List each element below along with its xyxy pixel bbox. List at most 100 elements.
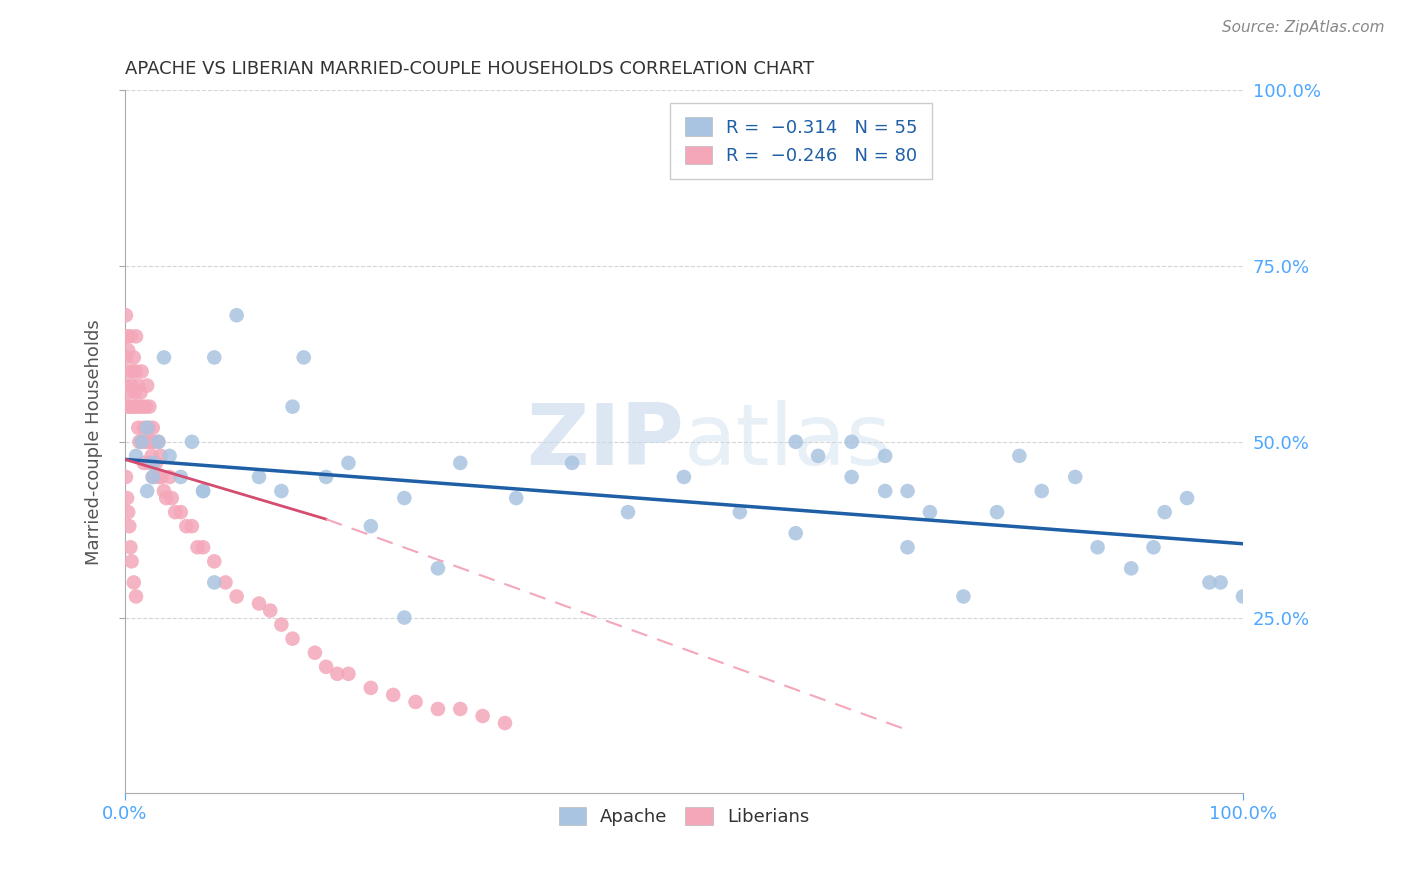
Point (315, 470, 337, 484)
Point (115, 470, 138, 484)
Point (896, 541, 918, 555)
Point (129, 385, 152, 400)
Point (225, 308, 247, 322)
Point (115, 378, 138, 392)
Point (115, 351, 138, 365)
Point (785, 434, 807, 449)
Point (360, 519, 382, 533)
Y-axis label: Married-couple Households: Married-couple Households (86, 319, 103, 565)
Point (986, 505, 1008, 519)
Point (1232, 590, 1254, 604)
Point (360, 681, 382, 695)
Point (202, 554, 225, 568)
Point (202, 351, 225, 365)
Point (115, 491, 138, 505)
Point (127, 378, 149, 392)
Point (138, 400, 160, 414)
Point (191, 541, 214, 555)
Point (134, 434, 156, 449)
Point (149, 449, 172, 463)
Point (142, 421, 165, 435)
Point (896, 483, 918, 498)
Point (247, 597, 270, 611)
Point (180, 434, 202, 449)
Point (281, 400, 304, 414)
Point (841, 434, 863, 449)
Point (875, 483, 897, 498)
Legend: Apache, Liberians: Apache, Liberians (551, 800, 817, 833)
Point (136, 434, 159, 449)
Point (807, 449, 830, 463)
Point (191, 483, 214, 498)
Point (131, 434, 153, 449)
Point (127, 421, 149, 435)
Point (1121, 561, 1143, 575)
Point (121, 554, 143, 568)
Point (176, 519, 198, 533)
Point (155, 491, 177, 505)
Point (405, 695, 427, 709)
Point (304, 646, 326, 660)
Point (125, 329, 148, 343)
Point (1153, 505, 1175, 519)
Point (918, 505, 941, 519)
Text: ZIP: ZIP (526, 401, 683, 483)
Point (117, 385, 139, 400)
Point (214, 575, 236, 590)
Point (153, 483, 176, 498)
Point (1064, 470, 1087, 484)
Point (115, 329, 138, 343)
Point (142, 434, 165, 449)
Point (672, 470, 695, 484)
Point (138, 456, 160, 470)
Point (136, 378, 159, 392)
Point (142, 470, 165, 484)
Point (136, 421, 159, 435)
Point (426, 702, 449, 716)
Point (394, 610, 416, 624)
Point (142, 470, 165, 484)
Point (135, 400, 157, 414)
Point (180, 519, 202, 533)
Point (1142, 541, 1164, 555)
Point (617, 505, 640, 519)
Point (270, 483, 292, 498)
Point (841, 470, 863, 484)
Point (875, 449, 897, 463)
Point (120, 400, 142, 414)
Point (122, 575, 145, 590)
Point (225, 590, 247, 604)
Point (292, 351, 315, 365)
Point (120, 329, 142, 343)
Point (132, 421, 155, 435)
Point (449, 456, 471, 470)
Point (561, 456, 583, 470)
Point (159, 449, 181, 463)
Point (281, 632, 304, 646)
Point (125, 590, 148, 604)
Point (131, 434, 153, 449)
Point (131, 364, 153, 378)
Point (118, 364, 141, 378)
Point (952, 590, 974, 604)
Point (150, 470, 173, 484)
Point (449, 702, 471, 716)
Point (505, 491, 527, 505)
Point (337, 666, 360, 681)
Text: APACHE VS LIBERIAN MARRIED-COUPLE HOUSEHOLDS CORRELATION CHART: APACHE VS LIBERIAN MARRIED-COUPLE HOUSEH… (125, 60, 814, 78)
Point (191, 483, 214, 498)
Point (153, 351, 176, 365)
Point (124, 385, 146, 400)
Point (315, 660, 337, 674)
Text: Source: ZipAtlas.com: Source: ZipAtlas.com (1222, 20, 1385, 35)
Point (125, 400, 148, 414)
Point (141, 449, 163, 463)
Point (1008, 449, 1031, 463)
Point (170, 470, 193, 484)
Point (1209, 575, 1232, 590)
Point (139, 434, 162, 449)
Point (120, 541, 142, 555)
Point (326, 666, 349, 681)
Point (125, 364, 148, 378)
Point (117, 343, 139, 358)
